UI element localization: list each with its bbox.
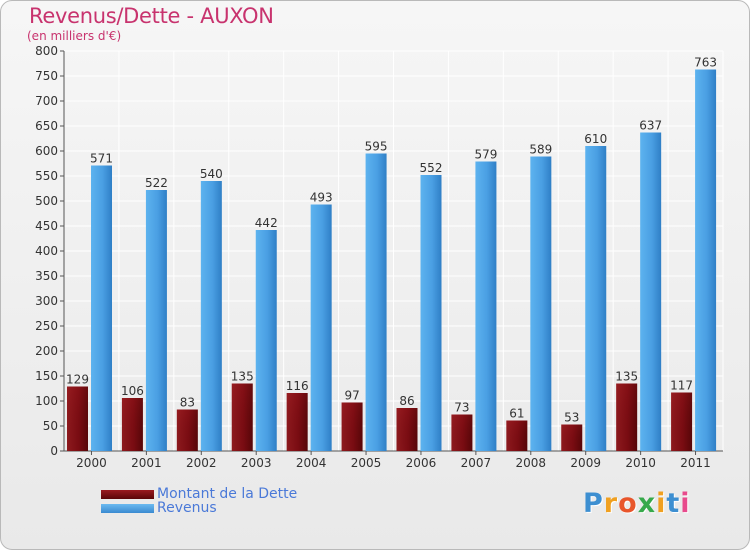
y-tick-label-50: 50 — [43, 419, 58, 433]
chart-legend: Montant de la Dette Revenus — [101, 487, 297, 515]
data-label-debt-2001: 106 — [121, 384, 144, 398]
data-label-revenue-2005: 595 — [365, 140, 388, 154]
logo-letter: o — [618, 488, 638, 519]
bar-debt-shade-2004 — [286, 393, 308, 451]
data-label-debt-2006: 86 — [399, 394, 414, 408]
data-label-revenue-2002: 540 — [200, 167, 223, 181]
x-tick-label-2011: 2011 — [680, 456, 711, 470]
x-tick-label-2000: 2000 — [76, 456, 107, 470]
logo-letter: r — [603, 488, 619, 519]
y-tick-label-200: 200 — [35, 344, 58, 358]
y-tick-label-150: 150 — [35, 369, 58, 383]
data-label-revenue-2009: 610 — [584, 132, 607, 146]
y-tick-label-800: 800 — [35, 44, 58, 58]
chart-subtitle: (en milliers d'€) — [27, 29, 122, 43]
data-label-debt-2004: 116 — [286, 379, 309, 393]
data-label-revenue-2007: 579 — [474, 148, 497, 162]
data-label-revenue-2008: 589 — [529, 143, 552, 157]
data-label-debt-2007: 73 — [454, 401, 469, 415]
bar-revenue-2009 — [585, 146, 607, 451]
x-tick-label-2006: 2006 — [406, 456, 437, 470]
bar-revenue-2003 — [255, 230, 277, 451]
x-tick-label-2008: 2008 — [516, 456, 547, 470]
bar-debt-shade-2002 — [176, 409, 198, 451]
data-label-revenue-2004: 493 — [310, 191, 333, 205]
data-label-revenue-2000: 571 — [90, 152, 113, 166]
logo-letter: x — [637, 488, 657, 519]
bar-debt-shade-2010 — [616, 383, 638, 451]
data-label-debt-2003: 135 — [231, 370, 254, 384]
y-tick-label-750: 750 — [35, 69, 58, 83]
y-tick-label-400: 400 — [35, 244, 58, 258]
x-tick-label-2001: 2001 — [131, 456, 162, 470]
bar-revenue-2001 — [145, 190, 167, 451]
logo-letter: t — [666, 488, 681, 519]
x-tick-label-2007: 2007 — [461, 456, 492, 470]
data-label-debt-2010: 135 — [615, 370, 638, 384]
data-label-debt-2002: 83 — [180, 396, 195, 410]
logo-letter: i — [656, 488, 667, 519]
x-tick-label-2003: 2003 — [241, 456, 272, 470]
y-tick-label-300: 300 — [35, 294, 58, 308]
y-tick-label-350: 350 — [35, 269, 58, 283]
data-label-debt-2011: 117 — [670, 379, 693, 393]
bar-revenue-2005 — [365, 153, 387, 451]
y-tick-label-450: 450 — [35, 219, 58, 233]
proxiti-logo: Proxiti — [583, 488, 691, 519]
bar-debt-shade-2001 — [121, 398, 143, 451]
bar-debt-shade-2009 — [561, 424, 583, 451]
bar-revenue-2000 — [91, 165, 112, 451]
y-tick-label-250: 250 — [35, 319, 58, 333]
x-tick-label-2005: 2005 — [351, 456, 382, 470]
data-label-debt-2009: 53 — [564, 411, 579, 425]
y-tick-label-0: 0 — [50, 444, 58, 458]
legend-item-debt: Montant de la Dette — [101, 487, 297, 501]
bar-debt-shade-2000 — [67, 386, 88, 451]
bar-debt-shade-2003 — [231, 383, 253, 451]
data-label-revenue-2006: 552 — [420, 161, 443, 175]
bar-revenue-2004 — [310, 204, 332, 451]
logo-letter: P — [583, 488, 604, 519]
data-label-revenue-2011: 763 — [694, 56, 717, 70]
bar-revenue-2008 — [530, 156, 552, 451]
data-label-debt-2000: 129 — [66, 373, 89, 387]
legend-item-revenue: Revenus — [101, 501, 297, 515]
x-tick-label-2009: 2009 — [570, 456, 601, 470]
bar-debt-shade-2006 — [396, 408, 418, 451]
legend-label-debt: Montant de la Dette — [157, 486, 298, 502]
y-tick-label-100: 100 — [35, 394, 58, 408]
bar-revenue-2006 — [420, 175, 442, 451]
y-tick-label-550: 550 — [35, 169, 58, 183]
data-label-debt-2008: 61 — [509, 407, 524, 421]
y-tick-label-600: 600 — [35, 144, 58, 158]
y-tick-label-650: 650 — [35, 119, 58, 133]
data-label-debt-2005: 97 — [344, 389, 359, 403]
chart-title: Revenus/Dette - AUXON — [29, 4, 274, 28]
legend-swatch-debt — [101, 489, 154, 499]
x-tick-label-2010: 2010 — [625, 456, 656, 470]
y-tick-label-500: 500 — [35, 194, 58, 208]
bar-revenue-2010 — [640, 132, 662, 451]
data-label-revenue-2010: 637 — [639, 119, 662, 133]
x-tick-label-2004: 2004 — [296, 456, 327, 470]
legend-swatch-revenue — [101, 503, 154, 513]
data-label-revenue-2001: 522 — [145, 176, 168, 190]
y-tick-label-700: 700 — [35, 94, 58, 108]
logo-letter: i — [680, 488, 691, 519]
data-label-revenue-2003: 442 — [255, 216, 278, 230]
bar-revenue-2002 — [200, 181, 222, 451]
legend-label-revenue: Revenus — [157, 500, 217, 516]
x-tick-label-2002: 2002 — [186, 456, 217, 470]
bar-revenue-2011 — [695, 69, 717, 451]
bar-revenue-2007 — [475, 161, 497, 451]
bar-debt-shade-2005 — [341, 402, 363, 451]
bar-debt-shade-2011 — [671, 392, 693, 451]
bar-debt-shade-2008 — [506, 420, 528, 451]
bar-debt-shade-2007 — [451, 414, 473, 451]
